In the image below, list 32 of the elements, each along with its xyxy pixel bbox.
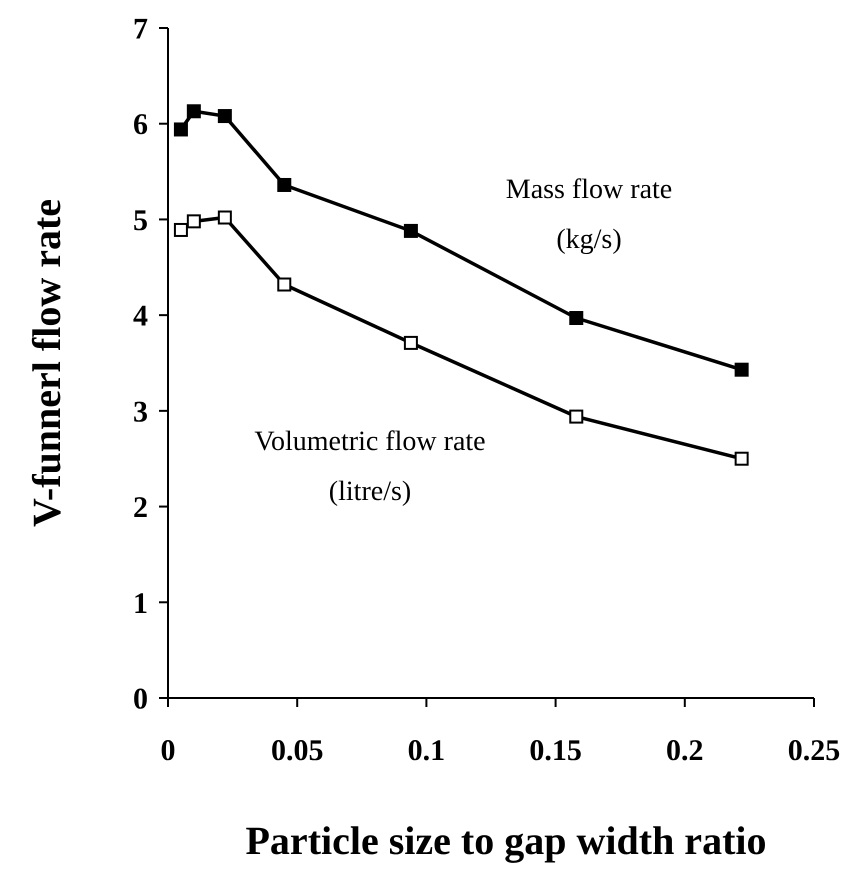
series-label: Volumetric flow rate (litre/s) xyxy=(254,426,486,507)
y-axis-title: V-funnerl flow rate xyxy=(24,198,69,528)
x-tick-label: 0.15 xyxy=(529,734,582,767)
point xyxy=(569,311,584,326)
y-tick-label: 4 xyxy=(133,300,148,333)
y-tick-label: 1 xyxy=(133,586,148,620)
y-tick-label: 3 xyxy=(133,395,148,428)
x-axis-title: Particle size to gap width ratio xyxy=(246,818,766,863)
point xyxy=(218,210,232,225)
point xyxy=(186,104,201,118)
x-tick-label: 0.2 xyxy=(666,734,704,767)
point xyxy=(186,214,201,228)
y-tick-label: 5 xyxy=(133,204,148,237)
point xyxy=(277,178,292,192)
x-tick-label: 0 xyxy=(160,734,176,767)
point xyxy=(734,362,749,377)
point xyxy=(569,410,584,424)
y-tick-label: 6 xyxy=(133,108,148,142)
y-tick-label: 0 xyxy=(133,682,148,716)
point xyxy=(734,452,749,466)
x-tick-label: 0.25 xyxy=(788,734,840,767)
point xyxy=(404,224,418,238)
point xyxy=(404,336,418,350)
x-tick-label: 0.05 xyxy=(270,734,324,767)
series-label: Mass flow rate (kg/s) xyxy=(506,174,672,255)
y-tick-label: 2 xyxy=(133,491,148,524)
y-tick-label: 7 xyxy=(133,12,148,46)
x-tick-label: 0.1 xyxy=(408,734,446,767)
point xyxy=(277,278,292,292)
point xyxy=(218,109,232,124)
point xyxy=(174,122,188,136)
point xyxy=(174,222,188,237)
